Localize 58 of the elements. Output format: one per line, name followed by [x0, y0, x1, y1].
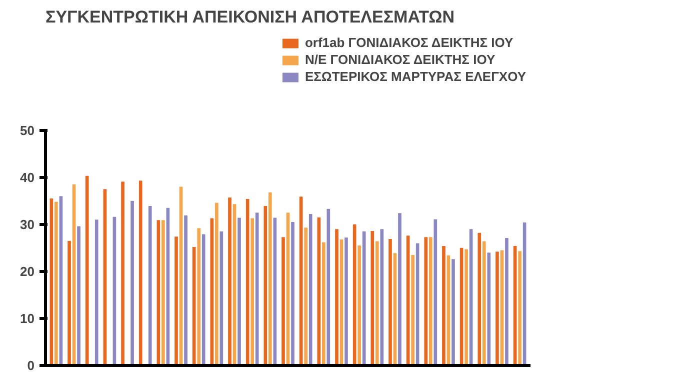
bar [375, 241, 379, 366]
bar [442, 246, 446, 366]
bar [250, 218, 254, 366]
bar [174, 236, 178, 366]
bar [344, 238, 348, 366]
bar [505, 238, 508, 366]
bar [77, 226, 80, 366]
bar [268, 192, 272, 366]
bar [308, 214, 312, 366]
y-tick-label: 50 [20, 122, 35, 138]
bar [148, 206, 152, 366]
y-tick-label: 40 [20, 170, 35, 185]
legend-label: ΕΣΩΤΕΡΙΚΟΣ ΜΑΡΤΥΡΑΣ ΕΛΕΓΧΟΥ [304, 69, 526, 84]
bar [428, 237, 432, 366]
bar [358, 246, 361, 366]
bar [304, 228, 308, 366]
bar [370, 230, 374, 366]
bar [121, 182, 124, 366]
y-tick-label: 20 [20, 264, 35, 279]
legend-label: N/E ΓΟΝΙΔΙΑΚΟΣ ΔΕΙΚΤΗΣ ΙΟΥ [304, 52, 496, 67]
bar [202, 234, 206, 366]
bar [228, 198, 232, 366]
bar [192, 246, 196, 366]
bar [496, 252, 499, 366]
legend-label: orf1ab ΓΟΝΙΔΙΑΚΟΣ ΔΕΙΚΤΗΣ ΙΟΥ [304, 35, 514, 50]
bar [255, 212, 259, 366]
bar [411, 254, 414, 366]
bar [291, 222, 294, 366]
bar [138, 180, 142, 366]
bar [197, 228, 201, 366]
bar [238, 218, 241, 366]
bar [85, 176, 89, 366]
bar [452, 259, 455, 366]
bar [54, 202, 58, 366]
chart-title: ΣΥΓΚΕΝΤΡΩΤΙΚΗ ΑΠΕΙΚΟΝΙΣΗ ΑΠΟΤΕΛΕΣΜΑΤΩΝ [46, 8, 455, 26]
bar [317, 217, 321, 366]
bar [482, 241, 486, 366]
bar [434, 219, 438, 366]
y-tick-label: 10 [20, 310, 35, 326]
bar [478, 232, 482, 366]
bar [464, 249, 468, 366]
y-tick-label: 0 [27, 358, 35, 373]
y-tick-label: 30 [20, 216, 35, 232]
bar [518, 251, 522, 366]
bar [424, 237, 428, 366]
bar [487, 252, 491, 366]
bar [184, 215, 188, 366]
bar [398, 213, 402, 366]
bar [380, 229, 384, 366]
bar [130, 200, 134, 366]
bar [215, 202, 218, 366]
bar [322, 242, 326, 366]
bar [282, 237, 285, 366]
bar [162, 220, 165, 366]
bar [94, 220, 98, 366]
bar [68, 240, 71, 366]
bar [335, 229, 338, 366]
bar [388, 238, 392, 366]
